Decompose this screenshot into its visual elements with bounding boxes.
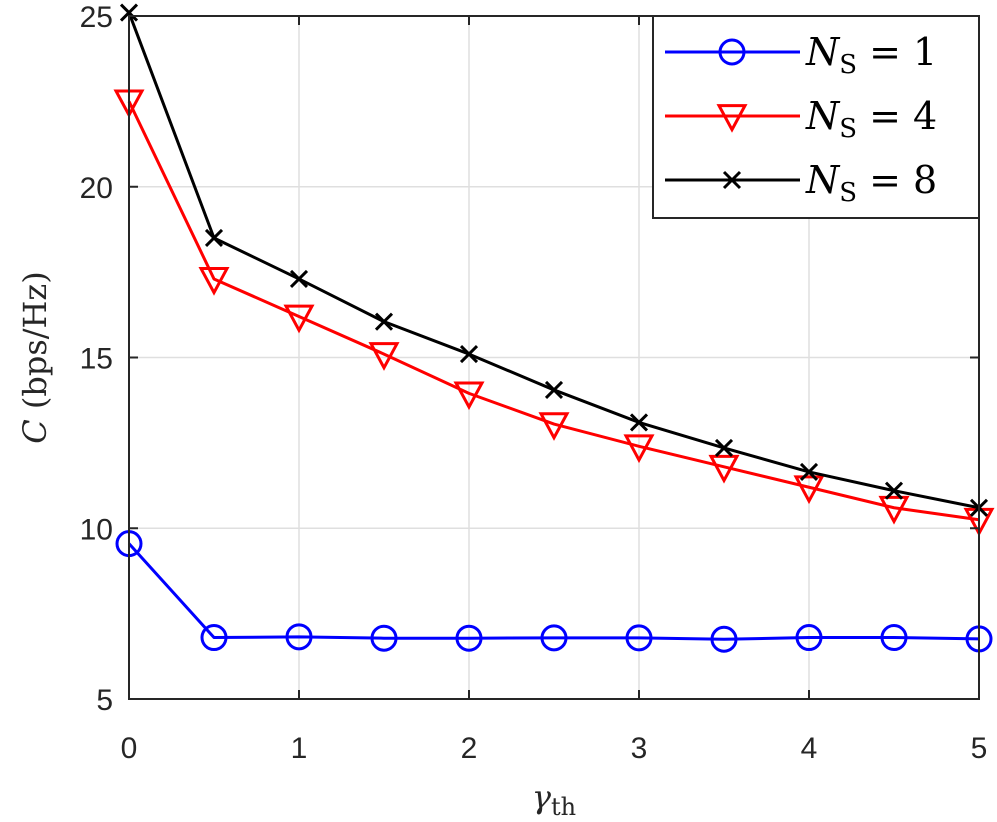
data-point	[710, 625, 738, 653]
legend-item: NS = 4	[665, 94, 937, 144]
legend-item: NS = 1	[665, 30, 937, 80]
data-point	[374, 312, 394, 331]
legend-label: NS = 8	[805, 158, 937, 208]
data-point	[283, 304, 315, 334]
x-tick-label: 2	[461, 732, 478, 765]
data-point	[799, 462, 819, 481]
data-point	[623, 434, 655, 464]
legend-label: NS = 1	[805, 30, 937, 80]
legend-marker	[716, 104, 748, 133]
data-point	[200, 624, 228, 652]
legend-label: NS = 4	[805, 94, 937, 144]
data-point	[795, 624, 823, 652]
x-axis-label: γth	[532, 778, 576, 821]
data-point	[119, 3, 139, 22]
data-point	[453, 381, 485, 411]
data-point	[544, 380, 564, 400]
legend-marker	[722, 170, 742, 190]
y-tick-label: 20	[80, 172, 113, 205]
x-tick-label: 3	[631, 732, 648, 765]
data-point	[708, 454, 740, 484]
data-point	[884, 481, 904, 500]
series-line	[127, 542, 980, 641]
data-point	[629, 413, 649, 432]
x-tick-label: 5	[971, 732, 988, 765]
x-tick-label: 1	[291, 732, 308, 765]
data-point	[538, 412, 570, 441]
legend-marker	[718, 38, 746, 66]
data-point	[459, 345, 479, 364]
legend-item: NS = 8	[665, 158, 937, 208]
data-point	[793, 475, 825, 505]
y-tick-label: 15	[80, 343, 113, 376]
x-tick-label: 4	[801, 732, 818, 765]
data-point	[204, 228, 224, 248]
data-point	[540, 624, 568, 652]
x-tick-label: 0	[121, 732, 138, 765]
y-tick-label: 10	[80, 513, 113, 546]
data-point	[368, 342, 400, 371]
data-point	[370, 624, 398, 652]
y-axis-label: C (bps/Hz)	[16, 271, 54, 444]
y-tick-label: 5	[96, 684, 113, 717]
data-point	[198, 267, 230, 296]
data-point	[878, 495, 910, 525]
tick-labels: 0 1 2 3 4 5 5 10 15 20 25	[80, 1, 988, 765]
series-line	[127, 100, 980, 522]
data-point	[285, 623, 313, 651]
y-tick-label: 25	[80, 1, 113, 34]
series-0	[115, 530, 993, 653]
legend: NS = 1 NS = 4 NS = 8	[652, 15, 980, 219]
data-point	[880, 624, 908, 652]
data-point	[714, 438, 734, 458]
data-point	[625, 624, 653, 652]
data-point	[455, 624, 483, 652]
data-point	[289, 269, 309, 289]
